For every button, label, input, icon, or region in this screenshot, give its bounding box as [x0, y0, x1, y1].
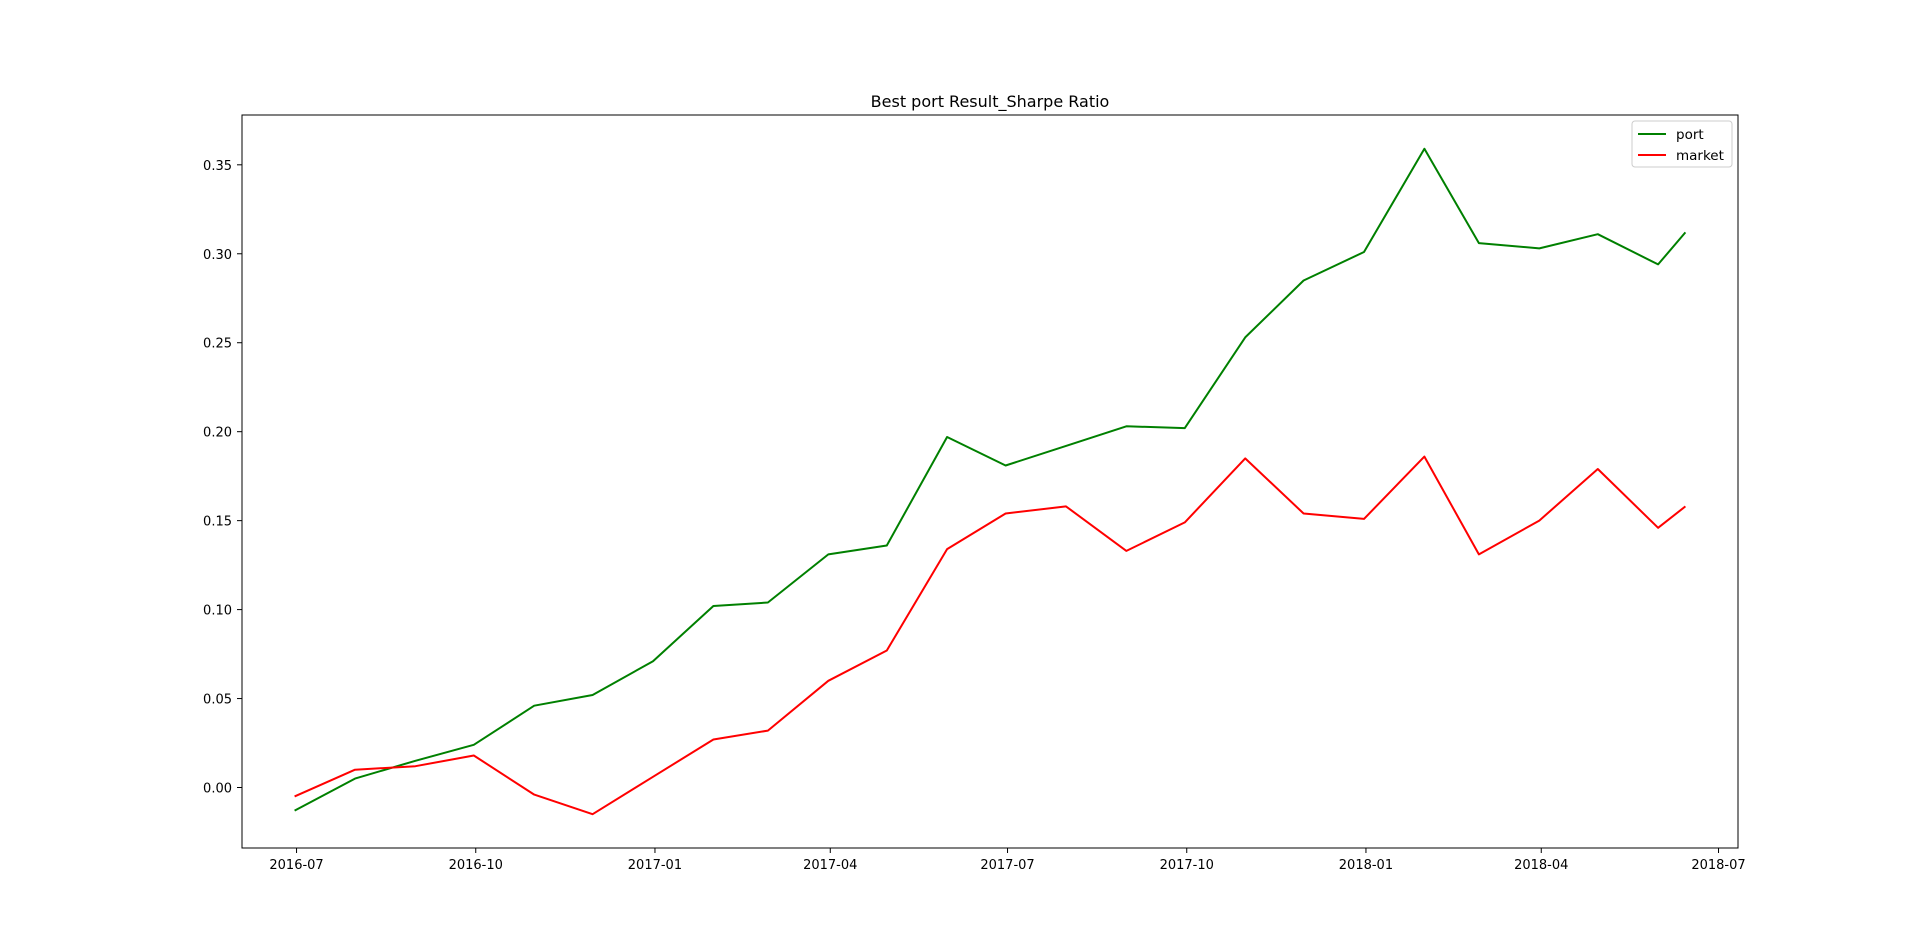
x-tick-label: 2017-07 — [980, 858, 1034, 873]
x-tick-label: 2017-01 — [628, 858, 682, 873]
y-tick-label: 0.05 — [203, 693, 232, 708]
legend-label-port: port — [1676, 127, 1704, 143]
y-tick-label: 0.35 — [203, 159, 232, 174]
y-tick-label: 0.20 — [203, 426, 232, 441]
x-tick-label: 2018-04 — [1514, 858, 1568, 873]
x-tick-label: 2017-04 — [803, 858, 857, 873]
x-tick-label: 2016-07 — [269, 858, 323, 873]
y-tick-label: 0.30 — [203, 248, 232, 263]
x-tick-label: 2018-07 — [1691, 858, 1745, 873]
chart-title: Best port Result_Sharpe Ratio — [871, 92, 1110, 112]
axes-frame — [241, 114, 1739, 849]
legend: port market — [1631, 120, 1733, 168]
y-tick-label: 0.00 — [203, 782, 232, 797]
y-tick-label: 0.10 — [203, 604, 232, 619]
x-tick-label: 2017-10 — [1160, 858, 1214, 873]
series-line-port — [294, 147, 1687, 812]
plot-area: 0.00 0.05 0.10 0.15 0.20 0.25 0.30 0.35 2016-07 2… — [203, 114, 1746, 873]
x-tick-label: 2018-01 — [1339, 858, 1393, 873]
legend-label-market: market — [1676, 148, 1724, 164]
y-tick-label: 0.25 — [203, 337, 232, 352]
y-tick-label: 0.15 — [203, 515, 232, 530]
x-tick-label: 2016-10 — [449, 858, 503, 873]
series-line-market — [294, 455, 1687, 816]
